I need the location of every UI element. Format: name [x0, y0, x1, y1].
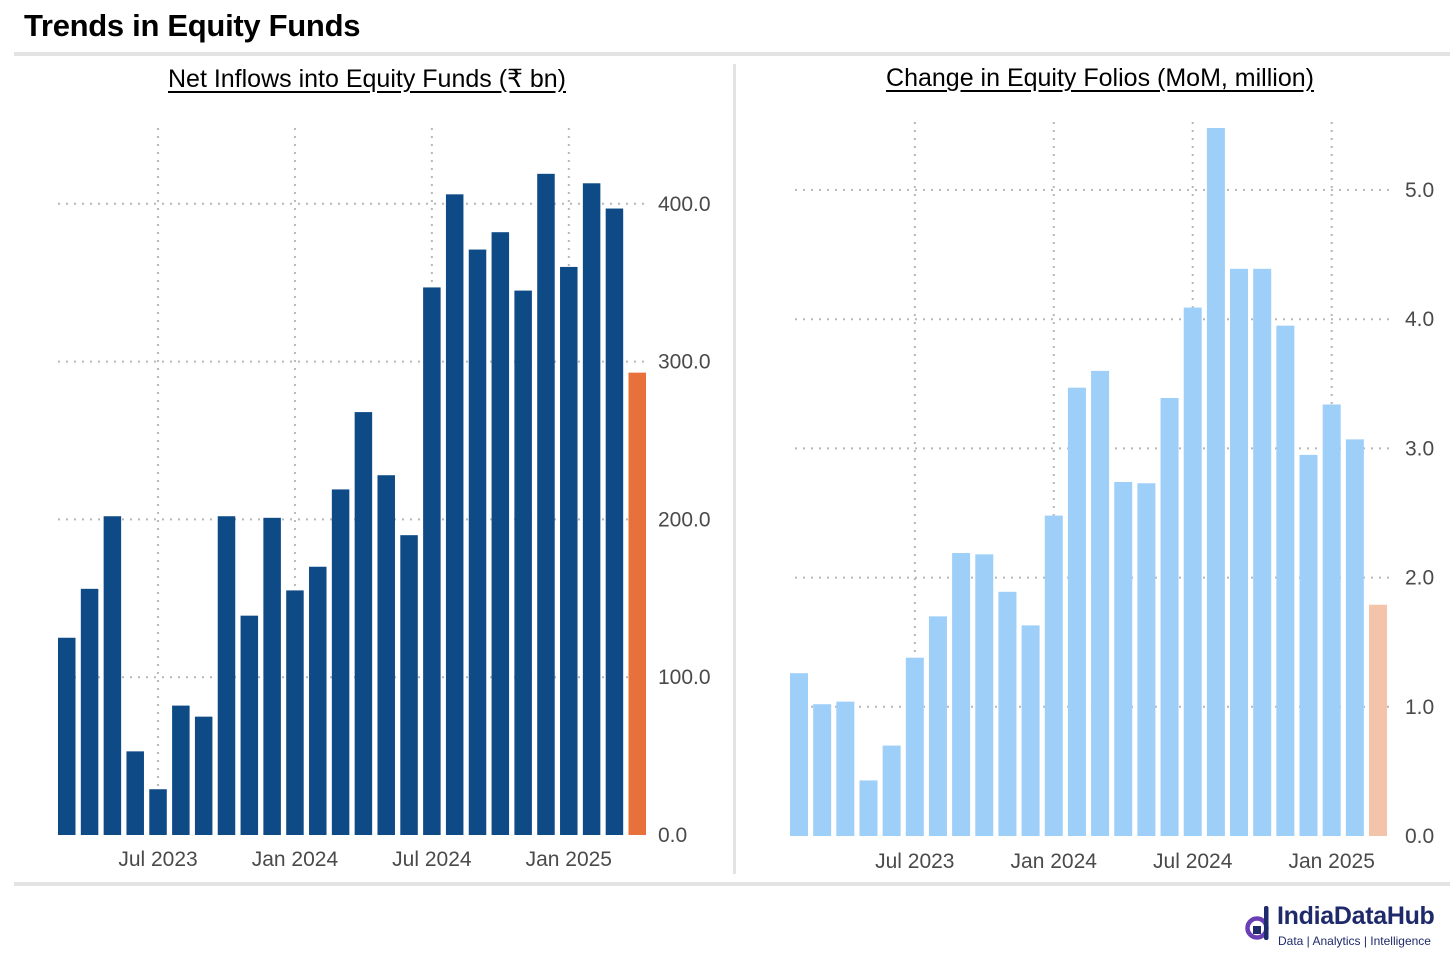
folio-bar-jun-2023 [836, 701, 855, 836]
folio-bar-sep-2024 [1183, 307, 1202, 836]
net-inflows-chart: 0.0 100.0 200.0 300.0 400.0 Jul 2023 Jan 2024 J… [58, 128, 711, 871]
y-tick-label: 200.0 [658, 508, 711, 531]
panel-divider [733, 64, 736, 874]
inflow-bar-dec-2023 [263, 517, 281, 835]
inflow-bar-jan-2024 [286, 590, 304, 835]
y-tick-label: 5.0 [1405, 179, 1434, 202]
folio-bar-apr-2025 [1345, 439, 1364, 836]
y-tick-label: 0.0 [1405, 825, 1434, 848]
y-tick-label: 1.0 [1405, 696, 1434, 719]
inflow-bar-jun-2024 [400, 535, 418, 835]
folio-bar-feb-2024 [1021, 625, 1040, 836]
inflow-bar-feb-2024 [309, 566, 327, 835]
inflow-bar-mar-2025 [605, 208, 624, 835]
folio-bar-jun-2024 [1114, 481, 1133, 836]
inflow-bar-aug-2024 [445, 194, 464, 835]
indiadatahub-logo: IndiaDataHub Data | Analytics | Intellig… [1244, 902, 1454, 954]
inflow-bar-feb-2025 [582, 183, 601, 836]
inflow-bar-oct-2023 [217, 516, 236, 835]
y-tick-label: 4.0 [1405, 308, 1434, 331]
brand-name: IndiaDataHub [1277, 902, 1435, 930]
inflow-bar-jul-2024 [423, 287, 441, 835]
page-title: Trends in Equity Funds [24, 8, 361, 43]
x-tick-label: Jul 2024 [392, 848, 472, 871]
folio-bar-may-2024 [1091, 370, 1110, 836]
y-tick-label: 100.0 [658, 666, 711, 689]
y-tick-label: 3.0 [1405, 437, 1434, 460]
inflow-bar-apr-2023 [80, 588, 99, 835]
folio-bar-mar-2024 [1044, 515, 1063, 836]
inflow-bar-jun-2023 [126, 751, 144, 835]
inflow-bar-sep-2024 [468, 249, 487, 835]
folio-bar-apr-2023 [790, 673, 808, 836]
folio-bar-jul-2024 [1137, 483, 1156, 836]
folio-bar-sep-2023 [905, 657, 924, 836]
inflow-bar-sep-2023 [194, 716, 213, 835]
x-tick-label: Jan 2025 [1288, 850, 1374, 873]
inflow-bar-apr-2025 [628, 372, 646, 835]
y-tick-label: 0.0 [658, 824, 687, 847]
equity-folios-chart: 0.0 1.0 2.0 3.0 4.0 5.0 Jul 2023 Jan 2024 Jul 20… [790, 122, 1434, 873]
folio-bar-dec-2024 [1253, 268, 1272, 836]
x-tick-label: Jul 2023 [118, 848, 197, 871]
inflow-bar-mar-2023 [58, 637, 76, 835]
inflow-bar-jan-2025 [560, 266, 578, 835]
footer-divider [14, 882, 1450, 886]
inflow-bar-mar-2024 [331, 489, 350, 835]
logo-mark-icon [1245, 906, 1269, 940]
x-tick-label: Jan 2025 [526, 848, 612, 871]
folio-bar-jan-2025 [1276, 325, 1295, 836]
x-tick-label: Jan 2024 [1011, 850, 1098, 873]
folio-bar-may-2025 [1369, 604, 1387, 836]
inflow-bar-dec-2024 [537, 173, 555, 835]
inflow-bar-may-2024 [377, 475, 395, 835]
inflow-bar-nov-2024 [514, 290, 532, 836]
folio-bar-feb-2025 [1299, 454, 1318, 836]
inflow-bar-apr-2024 [354, 412, 373, 835]
folio-bar-may-2023 [813, 704, 832, 836]
y-tick-label: 300.0 [658, 351, 711, 374]
folio-bar-jul-2023 [859, 780, 878, 836]
folio-bar-aug-2023 [882, 745, 901, 836]
folio-bar-nov-2023 [952, 553, 971, 836]
y-tick-label: 400.0 [658, 193, 711, 216]
net-inflows-chart-title: Net Inflows into Equity Funds (₹ bn) [167, 65, 567, 93]
y-tick-label: 2.0 [1405, 567, 1434, 590]
folio-bar-dec-2023 [975, 554, 994, 836]
x-tick-label: Jan 2024 [252, 848, 339, 871]
brand-tagline: Data | Analytics | Intelligence [1278, 934, 1431, 948]
inflow-bar-oct-2024 [491, 232, 510, 835]
folio-bar-nov-2024 [1230, 268, 1249, 836]
inflow-bar-may-2023 [103, 516, 122, 835]
folio-bar-oct-2024 [1206, 127, 1225, 837]
inflow-bar-jul-2023 [149, 789, 167, 835]
inflow-bar-nov-2023 [240, 615, 259, 835]
x-tick-label: Jul 2023 [875, 850, 954, 873]
inflow-bar-aug-2023 [172, 705, 190, 835]
equity-folios-chart-title: Change in Equity Folios (MoM, million) [886, 64, 1314, 92]
folio-bar-oct-2023 [928, 616, 947, 836]
folio-bar-jan-2024 [998, 591, 1017, 836]
folio-bar-apr-2024 [1067, 387, 1086, 836]
header-divider [14, 52, 1450, 56]
folio-bar-aug-2024 [1160, 398, 1179, 836]
x-tick-label: Jul 2024 [1153, 850, 1233, 873]
folio-bar-mar-2025 [1322, 404, 1341, 836]
